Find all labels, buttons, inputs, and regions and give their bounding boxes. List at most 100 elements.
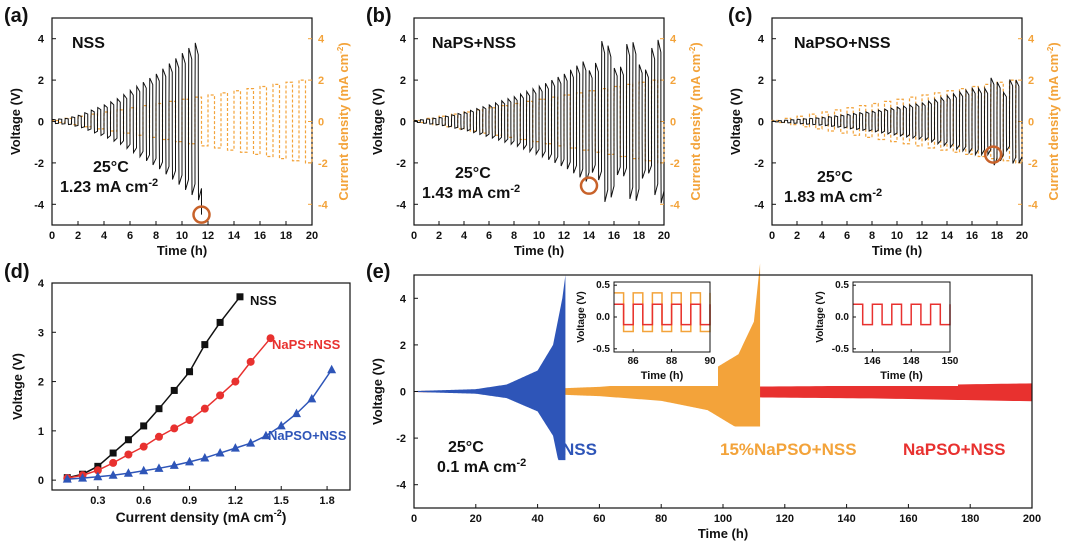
y-tick-label-c: -2 [754, 158, 764, 170]
x-tick-label-e: 180 [961, 513, 979, 525]
x-tick-label-c: 2 [794, 230, 800, 242]
y2-tick-label-c: -4 [1028, 199, 1039, 211]
x-tick-label-b: 4 [461, 230, 468, 242]
x-tick-label-b: 12 [558, 230, 570, 242]
x-tick-label-b: 18 [633, 230, 645, 242]
data-point-nss [124, 436, 132, 444]
x-axis-label-e: Time (h) [698, 526, 748, 541]
panel-c-current-exp: -2 [872, 187, 882, 199]
x-tick-label-e: 80 [655, 513, 667, 525]
x-tick-label-e: 100 [714, 513, 732, 525]
x-tick-label-b: 2 [436, 230, 442, 242]
current-density-series-c [771, 79, 1023, 164]
y-tick-label-d: 2 [38, 377, 44, 389]
inset-y-tick-label: 0.5 [596, 280, 610, 291]
series-line-square [67, 296, 241, 479]
x-tick-label-a: 16 [254, 230, 266, 242]
data-point-naps [109, 458, 118, 467]
x-tick-label-e: 160 [899, 513, 917, 525]
voltage-series-b [413, 39, 665, 204]
panel-b-temp: 25°C [455, 165, 491, 182]
x-tick-label-c: 6 [844, 230, 850, 242]
x-tick-label-a: 6 [127, 230, 133, 242]
panel-label-a: (a) [4, 5, 28, 27]
data-point-napso [200, 452, 210, 462]
x-tick-label-b: 16 [608, 230, 620, 242]
y2-tick-label-a: -4 [318, 199, 329, 211]
x-tick-label-a: 0 [49, 230, 55, 242]
y2-tick-label-b: 2 [670, 75, 676, 87]
series-label-e-15: 15%NaPSO+NSS [720, 440, 857, 459]
inset-bg-2 [809, 276, 958, 386]
x-tick-label-e: 120 [776, 513, 794, 525]
panel-b-current-exp: -2 [510, 183, 520, 195]
data-point-nss [201, 341, 209, 349]
y-tick-label-c: 0 [758, 117, 764, 129]
inset-y-axis-label: Voltage (V) [815, 291, 826, 342]
y2-tick-label-a: 0 [318, 117, 324, 129]
series-label-napso: NaPSO+NSS [268, 428, 347, 443]
data-point-nss [236, 293, 244, 301]
data-point-naps [154, 432, 163, 441]
data-point-napso [276, 420, 286, 430]
x-tick-label-b: 20 [658, 230, 670, 242]
data-point-naps [246, 357, 255, 366]
panel-label-b: (b) [366, 5, 392, 27]
inset-y-tick-label: -0.5 [593, 344, 611, 355]
data-point-napso [185, 456, 195, 466]
x-tick-label-a: 20 [306, 230, 318, 242]
series-label-nss: NSS [250, 293, 277, 308]
x-tick-label-c: 10 [891, 230, 903, 242]
y-tick-label-b: 2 [400, 75, 406, 87]
x-tick-label-a: 18 [280, 230, 292, 242]
panel-label-d: (d) [4, 261, 30, 283]
data-point-napso [261, 430, 271, 440]
inset-series-2 [853, 303, 951, 326]
panel-a-title: NSS [72, 35, 105, 52]
inset-x-tick-label: 146 [864, 356, 881, 367]
panel-a-current-exp: -2 [148, 177, 158, 189]
inset-x-axis-label: Time (h) [641, 370, 684, 382]
data-point-napso [139, 465, 149, 475]
y2-tick-label-a: 2 [318, 75, 324, 87]
data-point-napso [230, 443, 240, 452]
y-tick-label-b: -4 [396, 199, 407, 211]
inset-x-axis-label: Time (h) [880, 370, 923, 382]
data-point-naps [231, 377, 240, 386]
x-tick-label-a: 12 [202, 230, 214, 242]
x-axis-label-c: Time (h) [872, 243, 922, 258]
x-tick-label-d: 0.9 [182, 495, 197, 507]
data-point-naps [185, 416, 194, 425]
y2-tick-label-a: 4 [318, 34, 325, 46]
series-nss-band [414, 275, 566, 464]
x-tick-label-d: 0.6 [136, 495, 151, 507]
failure-marker-c [984, 145, 1003, 164]
panel-a-current: 1.23 mA cm-2 [60, 177, 158, 196]
series-label-naps: NaPS+NSS [272, 337, 341, 352]
y2-tick-label-b: 0 [670, 117, 676, 129]
data-point-nss [170, 386, 178, 394]
x-tick-label-c: 20 [1016, 230, 1028, 242]
series-line-circle [67, 337, 272, 479]
failure-marker-a [192, 205, 211, 224]
x-tick-label-a: 2 [75, 230, 81, 242]
failure-marker-b [579, 176, 599, 195]
data-point-napso [246, 438, 256, 447]
x-tick-label-e: 140 [837, 513, 855, 525]
data-point-naps [93, 466, 102, 475]
inset-y-axis-label: Voltage (V) [576, 291, 587, 342]
data-point-napso [215, 448, 225, 457]
voltage-series-a [51, 42, 202, 215]
inset-y-tick-label: 0.5 [835, 280, 849, 291]
y-tick-label-e: -4 [396, 480, 407, 492]
x-tick-label-e: 60 [593, 513, 605, 525]
x-tick-label-a: 4 [101, 230, 108, 242]
x-tick-label-d: 1.2 [228, 495, 243, 507]
y-tick-label-b: 0 [400, 117, 406, 129]
data-point-napso [292, 408, 302, 418]
y2-tick-label-a: -2 [318, 158, 328, 170]
y-tick-label-e: 0 [400, 387, 406, 399]
data-point-nss [140, 422, 148, 430]
